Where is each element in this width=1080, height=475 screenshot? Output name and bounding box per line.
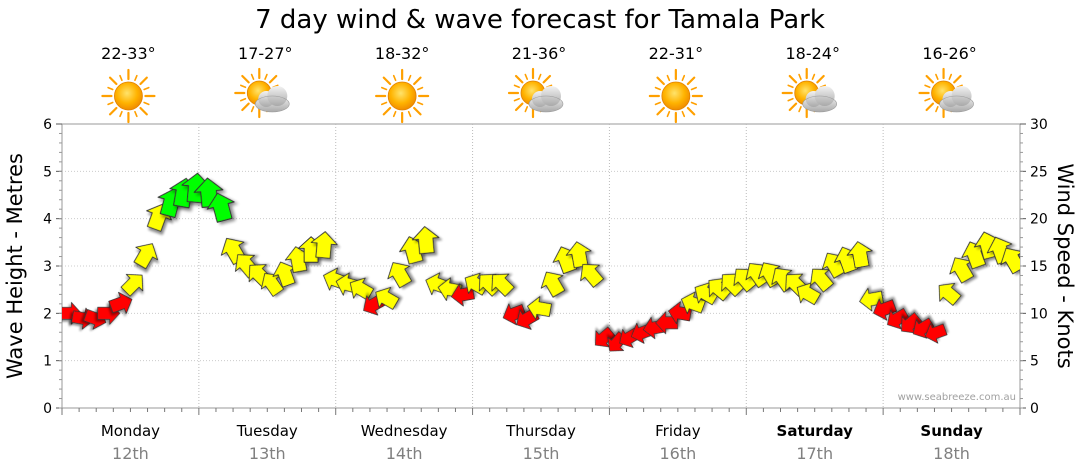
day-temperature: 17-27° xyxy=(238,44,293,63)
wind-arrow xyxy=(272,261,297,288)
wind-arrow xyxy=(260,273,285,297)
day-name-label: Friday xyxy=(655,422,701,440)
day-name-label: Wednesday xyxy=(361,422,448,440)
day-date-label: 15th xyxy=(523,444,560,463)
y2-axis-title: Wind Speed - Knots xyxy=(1053,163,1077,368)
wind-arrow xyxy=(540,271,566,298)
sun-icon xyxy=(101,68,156,124)
wind-arrow xyxy=(120,273,144,297)
day-temperature: 22-33° xyxy=(101,44,156,63)
wind-arrow xyxy=(846,241,873,269)
y-tick-label: 3 xyxy=(43,259,52,275)
day-date-label: 13th xyxy=(249,444,286,463)
day-name-label: Saturday xyxy=(777,422,854,440)
y2-tick-label: 0 xyxy=(1030,401,1039,417)
y2-tick-label: 25 xyxy=(1030,164,1048,180)
credit-text: www.seabreeze.com.au xyxy=(898,392,1016,403)
y2-tick-label: 15 xyxy=(1030,259,1048,275)
day-temperature: 16-26° xyxy=(922,44,977,63)
plot-area xyxy=(61,123,1021,409)
wind-arrow xyxy=(411,226,440,255)
y2-tick-label: 5 xyxy=(1030,354,1039,370)
day-date-label: 16th xyxy=(659,444,696,463)
y-tick-label: 2 xyxy=(43,306,52,322)
wind-arrow xyxy=(527,296,552,320)
day-temperature: 18-24° xyxy=(785,44,840,63)
wind-arrow xyxy=(887,308,910,330)
y-tick-label: 5 xyxy=(43,164,52,180)
wind-arrow xyxy=(924,322,948,344)
wind-arrow xyxy=(810,268,834,293)
day-temperature: 18-32° xyxy=(375,44,430,63)
sun-cloud-icon xyxy=(918,67,974,119)
day-date-label: 17th xyxy=(796,444,833,463)
day-name-label: Tuesday xyxy=(236,422,298,440)
wind-arrow xyxy=(206,192,235,223)
wind-arrow xyxy=(491,273,515,297)
wind-arrow xyxy=(912,317,936,339)
daily-weather-row: 22-33° 17-27° 18-32° 21-36° 22-31° 18-24° 16-2… xyxy=(101,44,977,124)
wind-arrow xyxy=(310,231,338,259)
wind-arrow xyxy=(949,257,975,284)
sun-cloud-icon xyxy=(507,67,564,119)
wind-arrow xyxy=(387,262,413,289)
wind-arrow xyxy=(108,291,133,314)
y-tick-label: 0 xyxy=(43,401,52,417)
sun-cloud-icon xyxy=(234,67,290,119)
y-tick-label: 4 xyxy=(43,212,52,228)
day-temperature: 22-31° xyxy=(649,44,704,63)
day-name-label: Sunday xyxy=(920,422,983,440)
day-labels: Monday 12th Tuesday 13th Wednesday 14th Thursd… xyxy=(101,422,983,463)
wind-arrow xyxy=(1000,247,1020,275)
wind-arrow xyxy=(502,303,527,326)
sun-icon xyxy=(375,68,430,124)
wind-arrow xyxy=(349,277,375,301)
y-tick-label: 6 xyxy=(43,117,52,133)
grid-lines xyxy=(62,124,1020,408)
sun-icon xyxy=(648,68,703,124)
wind-arrow xyxy=(580,264,605,288)
wind-arrow xyxy=(594,326,616,348)
day-name-label: Monday xyxy=(101,422,160,440)
wind-arrow xyxy=(796,282,822,306)
y-axis-title: Wave Height - Metres xyxy=(3,153,27,379)
wind-arrow xyxy=(938,282,962,306)
wind-arrow xyxy=(859,287,884,312)
y-tick-label: 1 xyxy=(43,354,52,370)
wind-arrow xyxy=(901,312,923,334)
wind-arrow xyxy=(873,298,898,321)
y2-tick-label: 30 xyxy=(1030,117,1048,133)
day-temperature: 21-36° xyxy=(512,44,567,63)
y2-tick-label: 10 xyxy=(1030,306,1048,322)
axes: 0 1 2 3 4 5 6 0 5 10 15 20 25 30 xyxy=(43,117,1048,417)
wind-arrows xyxy=(62,172,1020,352)
day-date-label: 14th xyxy=(386,444,423,463)
day-date-label: 18th xyxy=(933,444,970,463)
wind-arrow xyxy=(565,241,592,269)
day-date-label: 12th xyxy=(112,444,149,463)
wind-arrow xyxy=(375,286,400,310)
y2-tick-label: 20 xyxy=(1030,212,1048,228)
chart-title: 7 day wind & wave forecast for Tamala Pa… xyxy=(255,5,825,35)
wind-arrow xyxy=(681,291,706,315)
wind-arrow xyxy=(133,243,159,270)
day-name-label: Thursday xyxy=(505,422,576,440)
sun-cloud-icon xyxy=(781,67,838,119)
